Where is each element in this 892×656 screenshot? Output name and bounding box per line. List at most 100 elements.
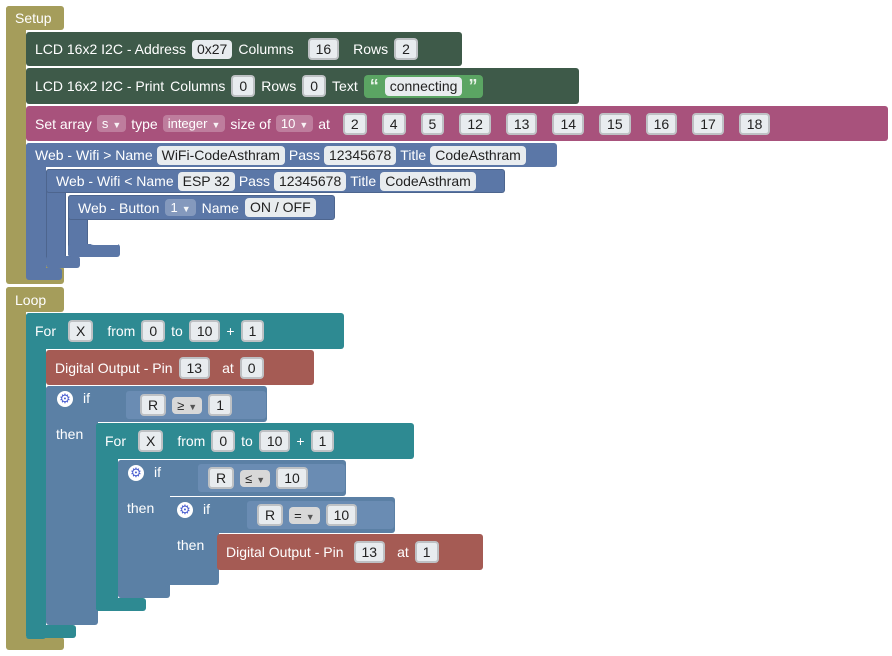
wifi-ap-block[interactable]: Web - Wifi > Name WiFi-CodeAsthram Pass … (26, 143, 557, 167)
array-value-input[interactable]: 18 (738, 112, 771, 135)
array-name-dropdown[interactable]: s ▼ (96, 115, 127, 132)
web-button-block[interactable]: Web - Button 1 ▼ Name ON / OFF (68, 195, 335, 220)
web-button-name-label: Name (201, 199, 239, 216)
if-block-container[interactable] (46, 386, 98, 624)
for-step-input[interactable]: 1 (240, 320, 265, 342)
gear-icon[interactable]: ⚙ (177, 502, 193, 518)
chevron-down-icon: ▼ (299, 120, 309, 130)
wifi-ap-name-field[interactable]: WiFi-CodeAsthram (156, 145, 285, 165)
wifi-client-footer (46, 256, 80, 268)
for-loop-container[interactable] (26, 313, 46, 639)
array-name-value: s (101, 116, 109, 131)
array-value-input[interactable]: 12 (459, 112, 491, 135)
lcd-columns-input[interactable]: 16 (307, 38, 340, 60)
digital-output-block[interactable]: Digital Output - Pin 13 at 1 (217, 534, 483, 570)
condition-operator-value: ≤ (245, 470, 253, 486)
wifi-client-pass-field[interactable]: 12345678 (273, 171, 347, 191)
wifi-client-block[interactable]: Web - Wifi < Name ESP 32 Pass 12345678 T… (46, 169, 505, 193)
lcd-print-columns-input[interactable]: 0 (231, 75, 256, 97)
array-value-input[interactable]: 16 (645, 112, 678, 135)
lcd-print-rows-label: Rows (261, 78, 297, 94)
for-loop-block[interactable]: For X from 0 to 10 + 1 (26, 313, 344, 349)
array-value-input[interactable]: 17 (692, 112, 724, 135)
text-string-block[interactable]: “ connecting ” (363, 74, 484, 98)
digital-output-at-label: at (397, 544, 409, 560)
gear-icon[interactable]: ⚙ (57, 391, 73, 407)
array-value-input[interactable]: 13 (505, 112, 538, 135)
for-from-input[interactable]: 0 (141, 320, 166, 342)
for-var-input[interactable]: X (138, 430, 164, 452)
wifi-client-title-field[interactable]: CodeAsthram (380, 171, 476, 191)
condition-var-input[interactable]: R (140, 394, 167, 416)
condition-operator-dropdown[interactable]: ≤ ▼ (240, 469, 271, 487)
digital-output-pin-input[interactable]: 13 (353, 541, 386, 563)
if-label: if (203, 501, 210, 517)
wifi-client-name-field[interactable]: ESP 32 (177, 171, 235, 191)
condition-value-input[interactable]: 10 (325, 504, 358, 526)
condition-block[interactable]: R = ▼ 10 (247, 501, 394, 529)
array-value-input[interactable]: 14 (552, 112, 585, 135)
web-button-name-field[interactable]: ON / OFF (244, 198, 316, 217)
condition-block[interactable]: R ≥ ▼ 1 (126, 391, 266, 419)
wifi-ap-label: Web - Wifi > Name (35, 147, 153, 163)
for-from-input[interactable]: 0 (211, 430, 236, 452)
wifi-ap-container[interactable] (26, 143, 46, 279)
condition-value-input[interactable]: 10 (276, 467, 308, 489)
condition-var-input[interactable]: R (208, 467, 235, 489)
loop-footer (6, 637, 64, 650)
for-loop-block[interactable]: For X from 0 to 10 + 1 (96, 423, 414, 459)
set-array-block[interactable]: Set array s ▼ type integer ▼ size of 10 ▼ a… (26, 106, 888, 141)
setup-event-block[interactable] (6, 6, 26, 282)
condition-operator-dropdown[interactable]: ≥ ▼ (172, 396, 203, 414)
lcd-rows-input[interactable]: 2 (394, 38, 418, 60)
for-to-input[interactable]: 10 (258, 430, 291, 452)
condition-operator-dropdown[interactable]: = ▼ (289, 506, 320, 524)
wifi-ap-pass-label: Pass (288, 147, 320, 163)
web-button-footer (68, 244, 120, 257)
wifi-ap-pass-field[interactable]: 12345678 (323, 145, 397, 165)
condition-var-input[interactable]: R (257, 504, 284, 526)
lcd-print-text-label: Text (332, 78, 358, 94)
for-to-label: to (171, 323, 183, 339)
digital-output-block[interactable]: Digital Output - Pin 13 at 0 (46, 350, 314, 385)
wifi-ap-footer (26, 268, 62, 280)
chevron-down-icon: ▼ (256, 474, 266, 485)
array-value-input[interactable]: 5 (420, 112, 445, 135)
array-value-input[interactable]: 2 (342, 112, 367, 135)
lcd-init-block[interactable]: LCD 16x2 I2C - Address 0x27 Columns 16 R… (26, 32, 462, 66)
digital-output-value-input[interactable]: 1 (414, 541, 439, 563)
array-type-dropdown[interactable]: integer ▼ (162, 115, 226, 132)
web-button-statement-slot[interactable] (88, 219, 118, 245)
array-type-value: integer (167, 116, 208, 131)
lcd-print-block[interactable]: LCD 16x2 I2C - Print Columns 0 Rows 0 Te… (26, 68, 579, 104)
lcd-print-text-field[interactable]: connecting (384, 76, 463, 96)
lcd-print-label: LCD 16x2 I2C - Print (35, 78, 165, 94)
digital-output-pin-input[interactable]: 13 (178, 356, 211, 379)
chevron-down-icon: ▼ (112, 120, 122, 130)
close-quote-icon: ” (468, 76, 478, 96)
if-label: if (154, 464, 161, 480)
array-value-input[interactable]: 4 (381, 112, 406, 135)
lcd-print-rows-input[interactable]: 0 (302, 75, 327, 97)
for-to-input[interactable]: 10 (188, 320, 221, 342)
loop-header (6, 287, 64, 312)
then-label: then (177, 537, 205, 553)
chevron-down-icon: ▼ (188, 401, 198, 412)
for-var-input[interactable]: X (68, 320, 94, 342)
web-button-number-dropdown[interactable]: 1 ▼ (165, 199, 196, 216)
lcd-address-field[interactable]: 0x27 (191, 39, 233, 59)
for-step-input[interactable]: 1 (310, 430, 335, 452)
for-from-label: from (107, 323, 136, 339)
then-label: then (127, 500, 155, 516)
if-block-footer (46, 612, 98, 625)
array-value-input[interactable]: 15 (599, 112, 631, 135)
wifi-ap-title-field[interactable]: CodeAsthram (430, 145, 526, 165)
digital-output-value-input[interactable]: 0 (239, 356, 264, 379)
array-size-dropdown[interactable]: 10 ▼ (275, 115, 314, 132)
loop-event-block[interactable] (6, 287, 26, 649)
condition-value-input[interactable]: 1 (208, 394, 232, 416)
condition-block[interactable]: R ≤ ▼ 10 (198, 464, 345, 492)
digital-output-at-label: at (222, 359, 234, 376)
for-loop-container[interactable] (96, 423, 118, 611)
gear-icon[interactable]: ⚙ (128, 465, 144, 481)
